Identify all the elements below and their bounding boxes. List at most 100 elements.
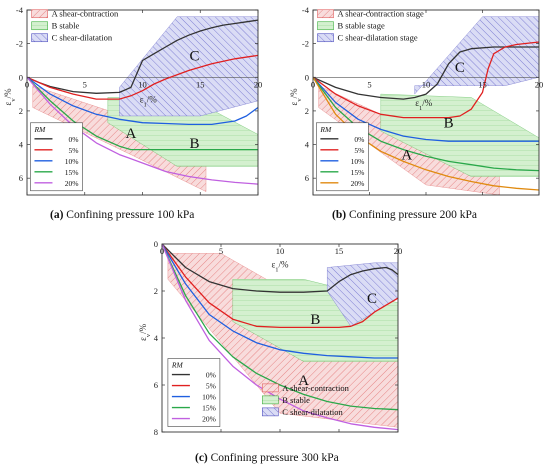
rm-legend-box: [30, 122, 83, 192]
zone-legend-swatch: [31, 9, 48, 19]
zone-label-c: C: [367, 291, 377, 307]
rm-legend-label: 10%: [351, 157, 365, 166]
rm-legend-label: 0%: [206, 371, 216, 380]
series-line-1: [313, 41, 539, 119]
rm-legend-label: 0%: [354, 135, 364, 144]
y-tick-label: -2: [16, 39, 23, 49]
rm-legend-label: 20%: [65, 179, 79, 188]
rm-legend-label: 20%: [202, 415, 216, 424]
x-tick-label: 15: [335, 246, 344, 256]
x-tick-label: 20: [394, 246, 403, 256]
zone-legend-swatch: [317, 9, 334, 19]
x-tick-label: 0: [160, 246, 164, 256]
rm-legend-label: 15%: [202, 404, 216, 413]
zone-label-b: B: [189, 136, 199, 152]
x-tick-label: 5: [367, 79, 371, 89]
zone-legend-label: B stable: [52, 21, 80, 31]
rm-legend-label: 5%: [354, 146, 364, 155]
rm-legend: RM 0% 5% 10% 15% 20%: [30, 122, 83, 192]
zone-legend-label: C shear-dilatation: [282, 407, 343, 417]
zone-b-region: [380, 93, 539, 177]
zone-c-region: [119, 16, 258, 117]
x-tick-label: 10: [138, 79, 147, 89]
x-tick-label: 10: [276, 246, 285, 256]
x-tick-label: 0: [311, 79, 315, 89]
zone-legend-swatch: [31, 21, 48, 31]
rm-legend-box: [316, 122, 369, 192]
x-tick-label: 15: [478, 79, 487, 89]
rm-legend: RM 0% 5% 10% 15% 20%: [316, 122, 369, 192]
zone-legend-label: C shear-dilatation: [52, 33, 113, 43]
rm-legend-label: 5%: [68, 146, 78, 155]
plot-area: [313, 16, 539, 195]
zone-legend-label: B stable stage: [338, 21, 385, 31]
y-tick-label: 6: [305, 173, 309, 183]
series-line-3: [27, 76, 258, 151]
zone-legend-swatch: [317, 33, 334, 43]
rm-legend-box: [167, 358, 221, 427]
rm-legend-label: 0%: [68, 135, 78, 144]
rm-legend-title: RM: [319, 125, 332, 134]
panel-caption: (a) Confining pressure 100 kPa: [50, 209, 194, 221]
y-axis-label: εv/%: [3, 88, 17, 106]
series-line-2: [313, 76, 539, 142]
series-line-0: [27, 19, 258, 94]
rm-legend-title: RM: [171, 361, 184, 370]
zone-label-b: B: [444, 116, 454, 132]
series-line-1: [162, 244, 398, 329]
zone-legend: A shear-contraction B stable C shear-dilat…: [261, 383, 350, 417]
y-tick-label: 2: [19, 106, 23, 116]
y-tick-label: 6: [19, 173, 23, 183]
plot-area: [162, 244, 398, 431]
x-tick-label: 20: [254, 79, 263, 89]
panel-caption: (c) Confining pressure 300 kPa: [195, 452, 339, 464]
y-tick-label: -4: [302, 5, 310, 15]
zone-legend-label: A shear-contraction: [52, 9, 119, 19]
x-axis-label: ε1/%: [271, 260, 289, 274]
panel-b: 0 5 10 15 20 -4 -2 0 2 4 6 ε1/% εv/% A B C A shear-contr…: [289, 5, 543, 221]
y-tick-label: -2: [302, 39, 309, 49]
series-line-0: [313, 46, 539, 100]
y-axis-label: εv/%: [138, 323, 152, 341]
y-tick-label: -4: [16, 5, 24, 15]
zone-legend-swatch: [261, 395, 279, 405]
y-tick-label: 0: [154, 239, 158, 249]
x-axis-label: ε1/%: [140, 95, 158, 109]
rm-legend-title: RM: [33, 125, 46, 134]
rm-legend-label: 5%: [206, 382, 216, 391]
zone-legend-label: A shear-contraction stage: [338, 9, 424, 19]
y-tick-label: 8: [154, 427, 158, 437]
zone-label-a: A: [401, 148, 412, 164]
y-tick-label: 0: [305, 72, 309, 82]
series-line-2: [27, 76, 258, 126]
series-line-0: [162, 244, 398, 293]
zone-label-a: A: [126, 126, 137, 142]
zone-legend-label: C shear-dilatation stage: [338, 33, 418, 43]
panel-c: 0 5 10 15 20 0 2 4 6 8 ε1/% εv/% A B C A shear-contract…: [138, 239, 402, 464]
y-tick-label: 4: [154, 333, 159, 343]
rm-legend-label: 15%: [351, 168, 365, 177]
zone-label-c: C: [455, 60, 465, 76]
panel-caption: (b) Confining pressure 200 kPa: [332, 209, 477, 221]
y-tick-label: 4: [305, 140, 310, 150]
plot-area: [27, 16, 258, 193]
zone-label-b: B: [310, 312, 320, 328]
zone-legend-swatch: [261, 407, 279, 417]
zone-c-region: [414, 16, 539, 95]
x-axis-label: ε1/%: [415, 98, 433, 112]
series-line-4: [27, 76, 258, 185]
x-tick-label: 5: [83, 79, 87, 89]
x-tick-label: 10: [422, 79, 431, 89]
y-axis-label: εv/%: [289, 88, 303, 106]
rm-legend-label: 15%: [65, 168, 79, 177]
zone-legend-label: B stable: [282, 395, 310, 405]
x-tick-label: 0: [25, 79, 29, 89]
rm-legend-label: 10%: [65, 157, 79, 166]
y-tick-label: 6: [154, 380, 158, 390]
zone-legend-swatch: [317, 21, 334, 31]
series-line-2: [162, 244, 398, 359]
zone-legend-swatch: [31, 33, 48, 43]
rm-legend-label: 10%: [202, 393, 216, 402]
series-line-3: [313, 76, 539, 172]
